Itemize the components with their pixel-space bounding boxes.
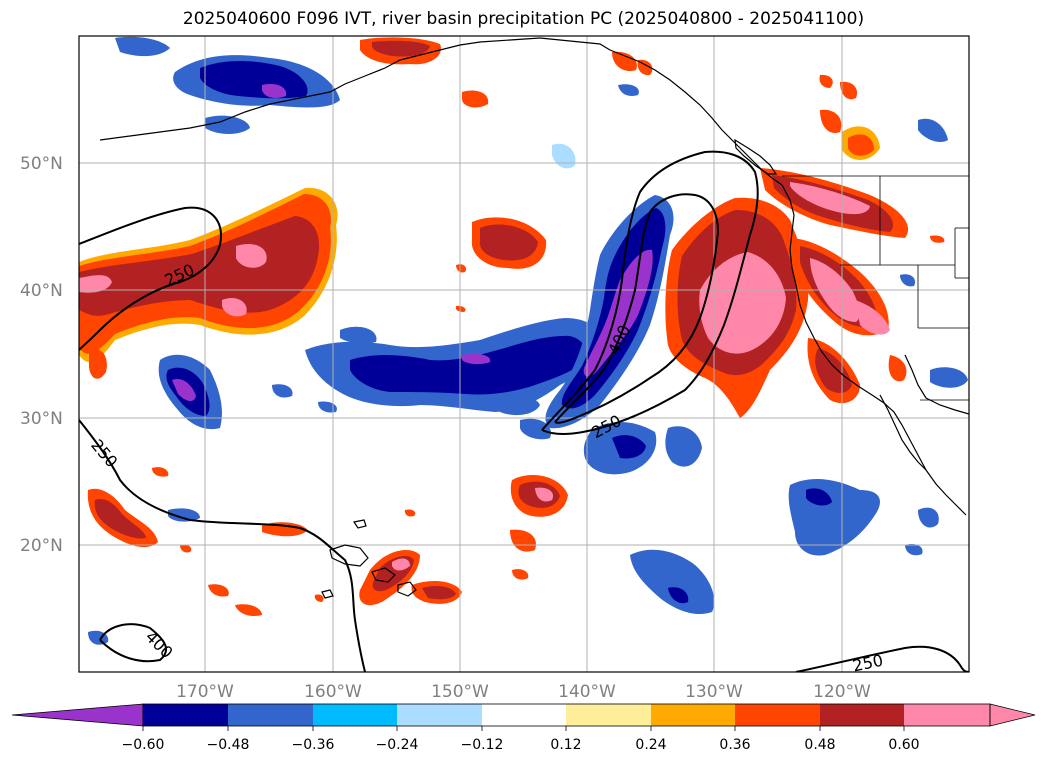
coastlines (99, 37, 969, 599)
lat-label-40n: 40°N (20, 281, 63, 301)
lat-label-50n: 50°N (20, 154, 63, 174)
map-title: 2025040600 F096 IVT, river basin precipi… (182, 9, 865, 29)
colorbar-segment (397, 704, 482, 726)
longitude-labels: 170°W 160°W 150°W 140°W 130°W 120°W (176, 682, 871, 702)
colorbar-outline (142, 703, 991, 727)
colorbar-segment (566, 704, 651, 726)
lat-label-30n: 30°N (20, 409, 63, 429)
contour-label: 250 (851, 651, 885, 676)
colorbar: −0.60 −0.48 −0.36 −0.24 −0.12 0.12 0.24 … (11, 703, 1036, 753)
colorbar-tick-label: 0.24 (635, 737, 666, 753)
gridlines (79, 36, 969, 672)
colorbar-tick-label: −0.48 (207, 737, 250, 753)
colorbar-segment (228, 704, 313, 726)
lon-label-170w: 170°W (176, 682, 234, 702)
colorbar-segment (735, 704, 820, 726)
colorbar-min-extend (11, 703, 144, 727)
colorbar-tick-label: 0.36 (719, 737, 750, 753)
lon-label-160w: 160°W (304, 682, 362, 702)
colorbar-segment (904, 704, 990, 726)
colorbar-tick-label: −0.24 (376, 737, 419, 753)
colorbar-segment (651, 704, 735, 726)
lon-label-150w: 150°W (431, 682, 489, 702)
latitude-labels: 50°N 40°N 30°N 20°N (20, 154, 63, 556)
colorbar-tick-label: −0.12 (461, 737, 504, 753)
political-borders (782, 175, 969, 401)
ivt-contours (79, 150, 969, 672)
map-border (78, 35, 970, 673)
colorbar-tick-label: 0.60 (888, 737, 919, 753)
lon-label-140w: 140°W (558, 682, 616, 702)
colorbar-tick-label: −0.60 (122, 737, 165, 753)
colorbar-segment (143, 704, 228, 726)
colorbar-tick-label: 0.12 (550, 737, 581, 753)
colorbar-segment (482, 704, 566, 726)
colorbar-segment (313, 704, 397, 726)
colorbar-tick-label: 0.48 (804, 737, 835, 753)
lon-label-120w: 120°W (813, 682, 871, 702)
colorbar-segment (820, 704, 904, 726)
lon-label-130w: 130°W (685, 682, 743, 702)
lat-label-20n: 20°N (20, 536, 63, 556)
colorbar-tick-label: −0.36 (292, 737, 335, 753)
colorbar-ticks (142, 726, 905, 731)
colorbar-max-extend (989, 703, 1036, 727)
